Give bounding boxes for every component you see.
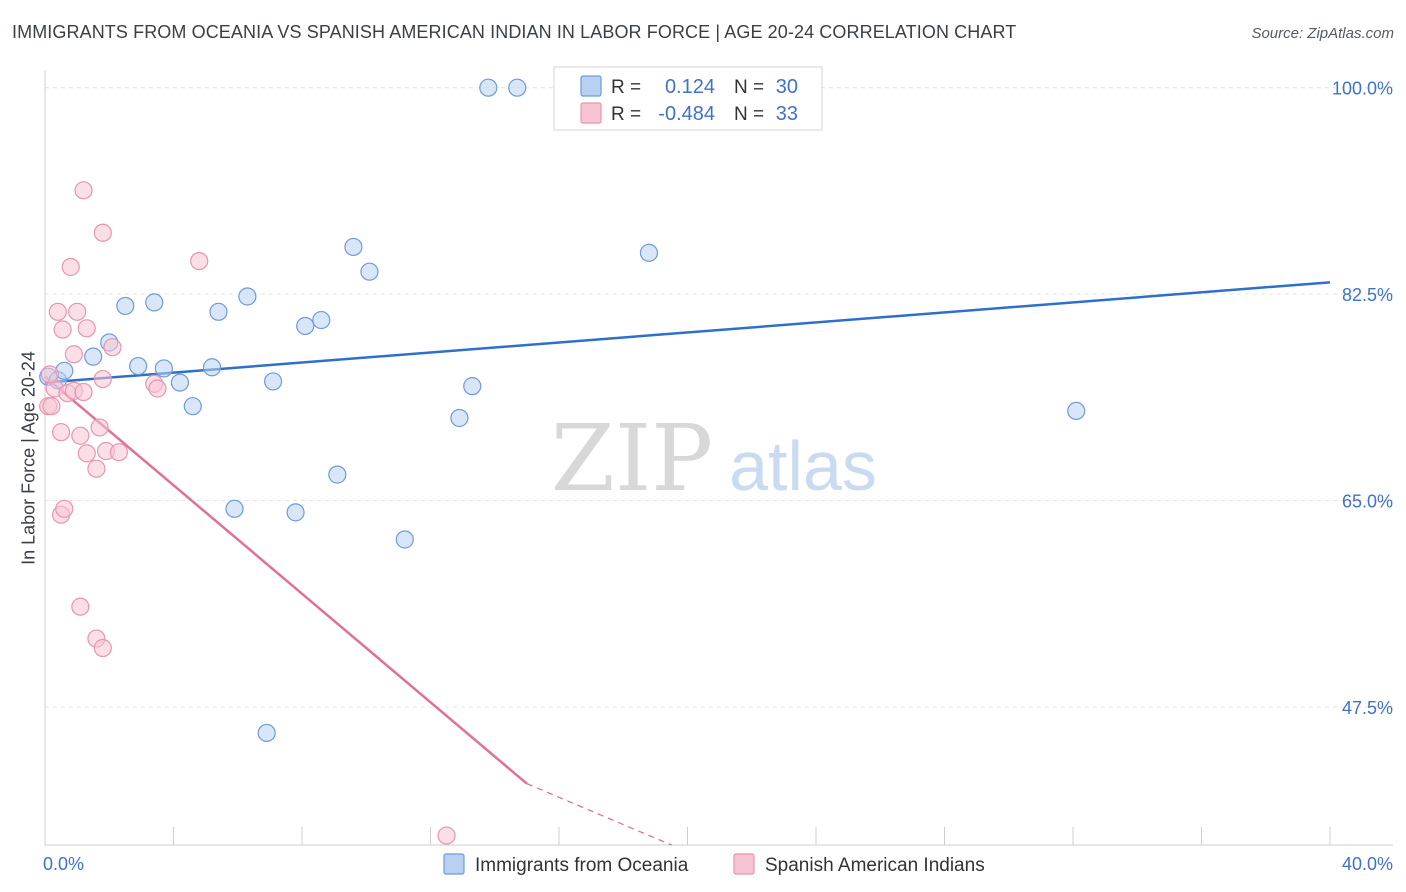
point-oceania-11 bbox=[202, 358, 222, 377]
point-spanish-american-indian-26 bbox=[109, 443, 128, 462]
point-spanish-american-indian-1 bbox=[42, 397, 61, 416]
point-oceania-5 bbox=[116, 296, 135, 316]
point-spanish-american-indian-32 bbox=[53, 320, 72, 339]
point-spanish-american-indian-25 bbox=[103, 338, 122, 357]
stats-legend-swatch-pink bbox=[580, 102, 602, 124]
y-tick-label-0: 47.5% bbox=[1342, 698, 1393, 718]
y-tick-label-3: 100.0% bbox=[1332, 79, 1393, 99]
stats-r-value-0: 0.124 bbox=[665, 76, 715, 98]
point-oceania-28 bbox=[639, 243, 659, 262]
watermark: ZIP atlas bbox=[551, 405, 877, 512]
axes bbox=[44, 70, 1393, 846]
point-oceania-25 bbox=[463, 377, 482, 396]
point-spanish-american-indian-12 bbox=[71, 597, 90, 616]
point-oceania-23 bbox=[395, 530, 414, 549]
point-spanish-american-indian-6 bbox=[55, 499, 74, 518]
data-points bbox=[39, 78, 1086, 845]
watermark-atlas: atlas bbox=[729, 427, 877, 505]
stats-r-label-0: R = bbox=[611, 77, 641, 98]
point-spanish-american-indian-4 bbox=[51, 423, 71, 442]
point-spanish-american-indian-9 bbox=[64, 345, 84, 364]
legend-label-spanish-american-indians: Spanish American Indians bbox=[765, 855, 985, 876]
stats-n-label-1: N = bbox=[734, 104, 764, 125]
watermark-zip: ZIP bbox=[551, 405, 713, 512]
point-oceania-22 bbox=[360, 262, 379, 281]
point-spanish-american-indian-14 bbox=[74, 181, 93, 200]
point-spanish-american-indian-15 bbox=[74, 382, 93, 402]
point-spanish-american-indian-28 bbox=[148, 379, 167, 398]
x-tick-label-1: 40.0% bbox=[1342, 854, 1393, 874]
stats-n-label-0: N = bbox=[734, 77, 764, 98]
point-oceania-14 bbox=[238, 287, 257, 306]
point-spanish-american-indian-11 bbox=[68, 302, 87, 321]
source-label: Source: ZipAtlas.com bbox=[1251, 25, 1394, 42]
point-spanish-american-indian-21 bbox=[93, 223, 112, 242]
point-oceania-13 bbox=[225, 499, 244, 518]
point-spanish-american-indian-23 bbox=[93, 369, 112, 389]
point-spanish-american-indian-22 bbox=[93, 638, 112, 658]
point-oceania-15 bbox=[257, 723, 276, 743]
point-spanish-american-indian-8 bbox=[61, 257, 80, 277]
point-spanish-american-indian-31 bbox=[40, 365, 59, 384]
stats-r-value-1: -0.484 bbox=[658, 103, 715, 125]
point-oceania-3 bbox=[84, 347, 103, 366]
point-oceania-18 bbox=[296, 316, 315, 336]
point-oceania-10 bbox=[183, 397, 202, 416]
x-tick-label-0: 0.0% bbox=[43, 854, 84, 874]
point-oceania-21 bbox=[344, 237, 363, 257]
point-oceania-12 bbox=[209, 302, 228, 321]
point-oceania-8 bbox=[154, 359, 173, 378]
point-oceania-29 bbox=[1067, 401, 1086, 421]
trend-lines bbox=[44, 281, 1331, 846]
point-oceania-24 bbox=[450, 408, 469, 428]
point-oceania-9 bbox=[170, 373, 190, 392]
gridlines bbox=[45, 87, 1393, 708]
point-spanish-american-indian-29 bbox=[190, 251, 209, 271]
series-legend: Immigrants from Oceania Spanish American… bbox=[443, 853, 985, 876]
point-oceania-19 bbox=[312, 310, 331, 330]
stats-n-value-0: 30 bbox=[776, 76, 798, 98]
point-oceania-26 bbox=[479, 78, 498, 97]
point-oceania-16 bbox=[263, 372, 283, 391]
point-oceania-20 bbox=[328, 465, 347, 484]
stats-legend-swatch-blue bbox=[580, 75, 602, 97]
legend-swatch-oceania bbox=[443, 853, 465, 875]
point-spanish-american-indian-16 bbox=[77, 444, 96, 463]
point-spanish-american-indian-30 bbox=[437, 826, 456, 845]
trend-line-spanish-american-indian bbox=[44, 375, 528, 785]
stats-n-value-1: 33 bbox=[776, 103, 798, 125]
point-spanish-american-indian-20 bbox=[90, 418, 109, 437]
stats-r-label-1: R = bbox=[611, 104, 641, 125]
stats-legend: R = 0.124 N = 30 R = -0.484 N = 33 bbox=[553, 66, 823, 131]
y-tick-label-2: 82.5% bbox=[1342, 285, 1393, 305]
trend-line-extension-spanish-american-indian bbox=[526, 783, 672, 846]
point-oceania-17 bbox=[286, 503, 305, 522]
tick-labels: 47.5% 65.0% 82.5% 100.0% 0.0% 40.0% bbox=[43, 79, 1393, 874]
legend-swatch-spanish-american-indians bbox=[733, 853, 755, 875]
legend-label-oceania: Immigrants from Oceania bbox=[475, 855, 689, 876]
y-tick-label-1: 65.0% bbox=[1342, 492, 1393, 512]
point-spanish-american-indian-13 bbox=[71, 426, 90, 445]
point-oceania-27 bbox=[508, 78, 527, 97]
point-spanish-american-indian-3 bbox=[48, 302, 67, 321]
chart-title: IMMIGRANTS FROM OCEANIA VS SPANISH AMERI… bbox=[12, 22, 1017, 42]
point-oceania-6 bbox=[129, 356, 148, 376]
point-oceania-7 bbox=[145, 293, 164, 312]
point-spanish-american-indian-17 bbox=[77, 319, 96, 338]
point-spanish-american-indian-19 bbox=[87, 459, 106, 478]
trend-line-oceania bbox=[44, 281, 1331, 384]
